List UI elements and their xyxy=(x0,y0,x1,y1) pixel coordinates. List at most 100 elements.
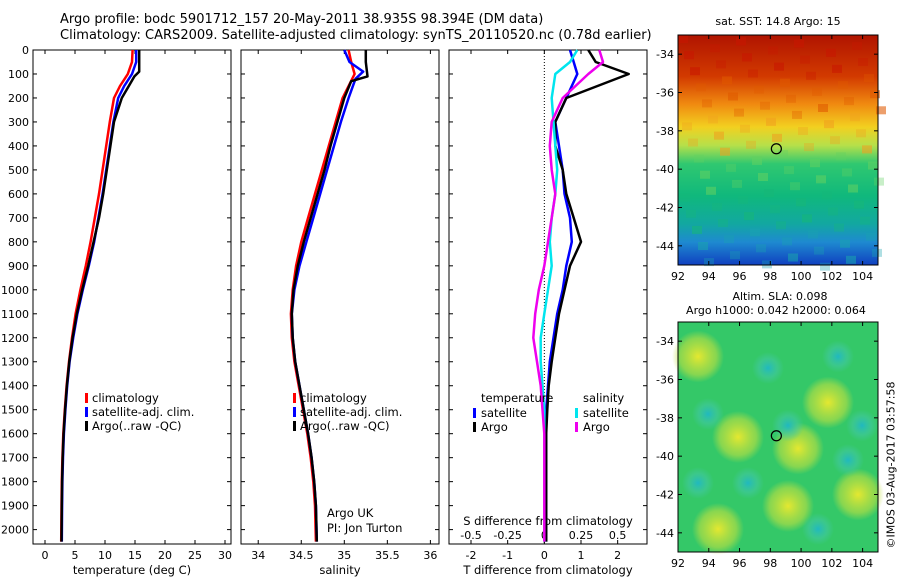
sst-texture xyxy=(742,53,752,62)
sst-texture xyxy=(810,159,820,168)
sst-texture xyxy=(678,35,688,43)
x-tick-label: 25 xyxy=(188,549,202,562)
sst-texture xyxy=(728,92,738,101)
sst-texture xyxy=(774,62,784,71)
sst-texture xyxy=(836,152,846,161)
sst-texture xyxy=(750,228,760,237)
series-line-salinity-argo xyxy=(532,49,605,542)
sst-texture xyxy=(802,214,812,223)
legend-swatch xyxy=(293,407,296,417)
sst-texture xyxy=(848,184,858,193)
sst-texture xyxy=(822,191,832,200)
sst-texture xyxy=(804,143,814,152)
s-tick-label: -0.5 xyxy=(460,529,481,542)
x-tick-label: 20 xyxy=(158,549,172,562)
y-tick-label: 1600 xyxy=(1,428,29,441)
sst-texture xyxy=(766,117,776,126)
sst-texture xyxy=(706,186,716,195)
sla-map-title: Altim. SLA: 0.098 xyxy=(732,290,827,303)
x-tick-label: 2 xyxy=(614,549,621,562)
series-line-argo-raw-qc- xyxy=(60,50,141,542)
legend-swatch xyxy=(293,393,296,403)
sla-high xyxy=(672,330,724,383)
sst-texture xyxy=(856,129,866,138)
sst-texture xyxy=(730,251,740,260)
sst-texture xyxy=(788,253,798,262)
sst-texture xyxy=(872,248,882,257)
y-tick-label: 300 xyxy=(8,116,29,129)
sst-texture xyxy=(874,177,884,186)
sst-texture xyxy=(756,244,766,253)
sla-high xyxy=(692,503,744,555)
sst-texture xyxy=(868,161,878,170)
legend-label: Argo(..raw -QC) xyxy=(92,419,182,433)
sst-texture xyxy=(854,200,864,209)
legend-label: climatology xyxy=(300,391,367,405)
x-tick-label: -2 xyxy=(466,549,477,562)
sst-texture xyxy=(716,60,726,69)
sst-texture xyxy=(736,37,746,46)
sla-low xyxy=(802,513,834,545)
sst-texture xyxy=(824,120,834,129)
map-x-tick-label: 104 xyxy=(852,270,873,283)
sst-texture xyxy=(876,106,886,115)
legend-swatch xyxy=(575,422,578,432)
sst-texture xyxy=(710,44,720,53)
sst-texture xyxy=(744,212,754,221)
sst-texture xyxy=(734,108,744,117)
x-tick-label: -1 xyxy=(502,549,513,562)
x-tick-label: 0 xyxy=(42,549,49,562)
sst-texture xyxy=(728,92,738,101)
sst-texture xyxy=(736,37,746,46)
x-tick-label: 10 xyxy=(98,549,112,562)
sst-texture xyxy=(680,193,690,202)
sst-texture xyxy=(792,110,802,119)
sst-texture xyxy=(832,64,842,73)
sla-map-subtitle: Argo h1000: 0.042 h2000: 0.064 xyxy=(686,304,866,317)
s-tick-label: 0.25 xyxy=(569,529,594,542)
legend-label: satellite xyxy=(583,406,629,420)
sst-texture xyxy=(796,198,806,207)
sst-texture xyxy=(740,124,750,133)
sst-texture xyxy=(842,168,852,177)
sst-texture xyxy=(752,156,762,165)
map-x-tick-label: 98 xyxy=(763,557,777,570)
legend-label: Argo xyxy=(583,420,610,434)
sst-texture xyxy=(828,207,838,216)
legend-label: Argo(..raw -QC) xyxy=(300,419,390,433)
figure-title-line1: Argo profile: bodc 5901712_157 20-May-20… xyxy=(60,12,544,27)
sst-texture xyxy=(864,74,874,83)
sst-texture xyxy=(824,120,834,129)
plot-frame-0 xyxy=(32,49,232,545)
x-tick-label: 36 xyxy=(423,549,437,562)
map-y-tick-label: -40 xyxy=(656,163,674,176)
sst-texture xyxy=(774,62,784,71)
sst-texture xyxy=(770,205,780,214)
sst-texture xyxy=(870,90,880,99)
sst-texture xyxy=(780,78,790,87)
argo-position-marker xyxy=(770,143,782,155)
sst-texture xyxy=(752,156,762,165)
x-tick-label: 34.5 xyxy=(289,549,314,562)
sst-texture xyxy=(714,131,724,140)
sst-texture xyxy=(826,48,836,57)
sst-texture xyxy=(854,200,864,209)
sst-texture xyxy=(784,166,794,175)
sst-texture xyxy=(748,69,758,78)
legend-title-temperature: temperature xyxy=(481,391,553,405)
map-x-tick-label: 102 xyxy=(821,270,842,283)
legend-label: Argo xyxy=(481,420,508,434)
sst-texture xyxy=(870,90,880,99)
sst-texture xyxy=(750,228,760,237)
map-x-tick-label: 98 xyxy=(763,270,777,283)
sst-texture xyxy=(866,232,876,241)
sst-texture xyxy=(846,255,856,264)
legend-label: climatology xyxy=(92,391,159,405)
sst-texture xyxy=(818,104,828,112)
sst-texture xyxy=(688,138,698,147)
sst-texture xyxy=(862,145,872,154)
sst-texture xyxy=(798,127,808,135)
sst-texture xyxy=(760,101,770,110)
sst-texture xyxy=(868,161,878,170)
x-tick-label: 34 xyxy=(251,549,265,562)
